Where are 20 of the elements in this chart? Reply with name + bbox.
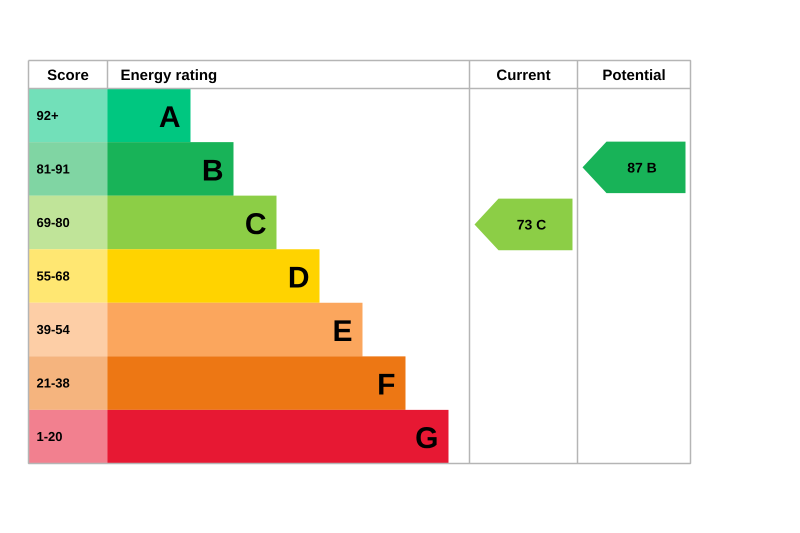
category-label: 21-38 [36, 376, 70, 391]
text: Potential [602, 67, 666, 84]
data-label: 73 C [516, 216, 546, 232]
text: Current [496, 67, 551, 84]
category-label: 39-54 [36, 322, 71, 338]
category-label: 1-20 [36, 429, 63, 444]
text: B [202, 154, 224, 188]
text: Score [47, 67, 89, 84]
text: D [288, 262, 310, 294]
text: C [244, 208, 267, 241]
data-label: 87 B [627, 159, 657, 176]
category-label: 81-91 [36, 161, 70, 176]
category-label: 92+ [36, 108, 59, 123]
text: Energy rating [120, 67, 218, 84]
text: A [158, 100, 181, 134]
category-label: 55-68 [36, 268, 70, 284]
category-label: 69-80 [36, 214, 70, 230]
text: E [332, 315, 353, 348]
text: F [377, 368, 396, 402]
text: G [415, 422, 439, 456]
